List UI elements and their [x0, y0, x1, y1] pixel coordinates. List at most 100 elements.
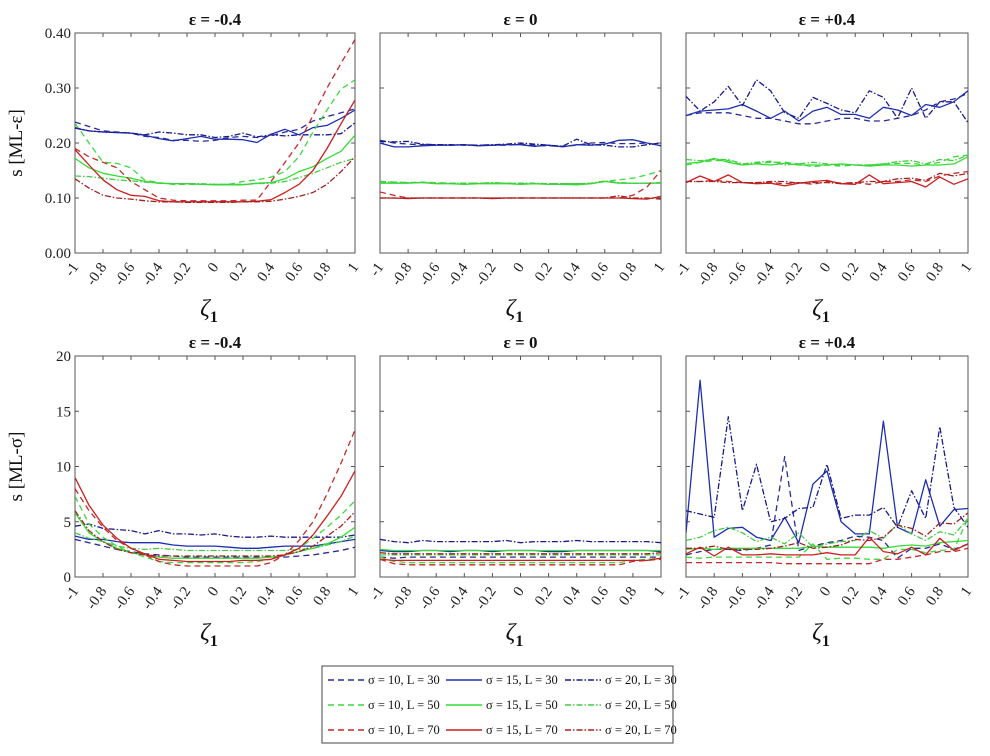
x-tick-label: -0.2	[168, 260, 195, 289]
series-line-4	[686, 156, 968, 167]
x-axis-label: ζ1	[200, 620, 218, 650]
series-line-8	[75, 510, 355, 557]
x-tick-label: 0.2	[532, 260, 556, 285]
panel-title: ε = +0.4	[799, 333, 856, 352]
series-line-5	[380, 180, 661, 185]
series-line-0	[380, 556, 661, 559]
series-line-1	[686, 90, 968, 122]
x-tick-label: 1	[345, 260, 362, 275]
x-axis-label-subscript: 1	[822, 309, 830, 326]
x-axis-label-subscript: 1	[210, 309, 218, 326]
x-tick-label: 0.2	[226, 584, 250, 609]
x-tick-label: -0.4	[140, 584, 167, 613]
series-line-6	[380, 558, 661, 566]
x-tick-label: -0.6	[417, 260, 444, 289]
x-tick-label: 0.2	[226, 260, 250, 285]
x-tick-label: -1	[367, 584, 387, 603]
series-line-8	[686, 512, 968, 551]
x-tick-label: -0.2	[779, 260, 806, 289]
plot-area	[74, 32, 356, 254]
panel-title: ε = 0	[504, 333, 538, 352]
panel-1-1: ε = 0-1 -0.8 -0.6 -0.4 -0.2 0 0.2 0.4 0.6 0.8 1ζ1	[367, 333, 668, 650]
x-tick-label: 0.8	[923, 260, 947, 285]
legend-label: σ = 15, L = 50	[486, 698, 558, 712]
x-tick-label: -1	[673, 584, 693, 603]
x-tick-label: -0.8	[389, 260, 416, 289]
y-axis-label: s [ML-ε]	[6, 109, 27, 177]
x-tick-label: -0.6	[723, 260, 750, 289]
panel-title: ε = +0.4	[799, 10, 856, 29]
series-line-5	[686, 154, 968, 166]
series-group	[686, 379, 968, 565]
x-axis-label: ζ1	[812, 296, 830, 326]
legend-label: σ = 15, L = 70	[486, 723, 558, 737]
x-tick-label: 0	[205, 584, 222, 599]
panel-title: ε = -0.4	[189, 333, 242, 352]
x-tick-label: 0.8	[923, 584, 947, 609]
series-line-8	[75, 156, 355, 204]
series-group	[686, 79, 968, 188]
x-axis-label-subscript: 1	[210, 633, 218, 650]
x-tick-label: 0.4	[560, 260, 584, 285]
x-tick-label: 1	[345, 584, 362, 599]
y-tick-label: 0.10	[45, 191, 71, 207]
plot-area	[379, 355, 662, 578]
x-axis-label-subscript: 1	[822, 633, 830, 650]
series-line-7	[75, 470, 355, 563]
panel-0-1: ε = 0-1 -0.8 -0.6 -0.4 -0.2 0 0.2 0.4 0.6 0.8 1ζ1	[367, 10, 668, 326]
panel-1-0: ε = -0.4 -1 -0.8 -0.6 -0.4 -0.2 0 0.2 0.4 0.6 0.8 1…	[6, 333, 362, 650]
x-tick-label: -1	[673, 260, 693, 279]
series-line-7	[380, 557, 661, 562]
series-group	[75, 39, 355, 204]
y-tick-label: 0.20	[45, 136, 71, 152]
x-tick-label: 0.6	[895, 260, 919, 285]
series-line-1	[686, 379, 968, 544]
series-line-6	[686, 547, 968, 565]
x-tick-label: -0.8	[695, 584, 722, 613]
x-tick-label: -0.2	[168, 584, 195, 613]
series-line-1	[380, 139, 661, 148]
legend: σ = 10, L = 30 σ = 15, L = 30 σ = 20, L = …	[321, 665, 677, 744]
x-axis-label: ζ1	[506, 620, 524, 650]
series-line-0	[75, 108, 355, 143]
series-line-6	[686, 170, 968, 185]
series-line-3	[75, 496, 355, 564]
x-tick-label: 0.4	[867, 260, 891, 285]
x-tick-label: 0.6	[282, 260, 306, 285]
y-tick-label: 0	[64, 570, 72, 586]
series-line-2	[380, 538, 661, 544]
panel-0-0: ε = -0.4 -1 -0.8 -0.6 -0.4 -0.2 0 0.2 0.4 0.6 0.8 1…	[6, 10, 362, 326]
y-tick-label: 0.30	[45, 81, 71, 97]
y-tick-label: 0.00	[45, 246, 71, 262]
panel-1-2: ε = +0.4 -1 -0.8 -0.6 -0.4 -0.2 0 0.2 0.4 0.6 0.8 1…	[673, 333, 975, 650]
x-tick-label: -0.6	[112, 584, 139, 613]
legend-label: σ = 10, L = 70	[368, 723, 440, 737]
y-tick-label: 5	[64, 515, 72, 531]
series-group	[380, 538, 661, 566]
series-line-2	[75, 122, 355, 139]
series-line-8	[380, 552, 661, 555]
x-axis-label: ζ1	[200, 296, 218, 326]
x-tick-label: -1	[367, 260, 387, 279]
series-line-5	[686, 517, 968, 548]
x-tick-label: -1	[62, 584, 82, 603]
x-tick-label: -0.8	[84, 584, 111, 613]
x-tick-label: 0.6	[895, 584, 919, 609]
x-tick-label: -0.2	[473, 260, 500, 289]
series-line-0	[75, 538, 355, 558]
series-line-7	[686, 174, 968, 188]
x-tick-label: -0.6	[417, 584, 444, 613]
legend-box	[321, 665, 674, 744]
legend-label: σ = 10, L = 50	[368, 698, 440, 712]
series-line-5	[75, 532, 355, 552]
series-line-6	[75, 429, 355, 567]
x-tick-label: 0.8	[310, 584, 334, 609]
series-line-7	[75, 99, 355, 203]
x-axis-label: ζ1	[506, 296, 524, 326]
x-tick-label: -0.2	[779, 584, 806, 613]
x-tick-label: 0.2	[839, 584, 863, 609]
x-tick-label: 0	[817, 584, 834, 599]
x-tick-label: -0.4	[445, 260, 472, 289]
x-tick-label: 1	[958, 584, 975, 599]
